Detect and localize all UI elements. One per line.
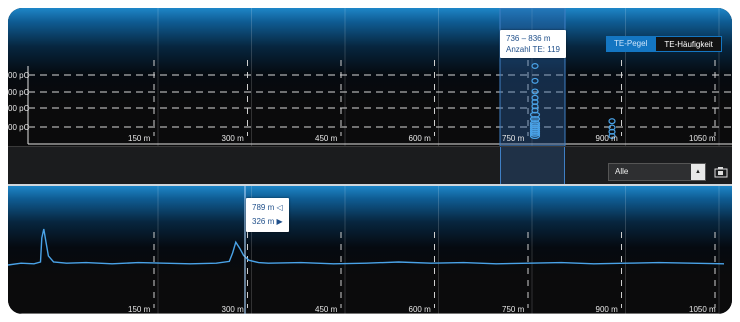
top-chart[interactable]: 150 m 300 m 450 m 600 m 750 m 900 m 1050 m 00 …	[8, 8, 732, 146]
filter-dropdown-value: Alle	[615, 167, 629, 176]
bottom-chart-panel[interactable]: 150 m 300 m 450 m 600 m 750 m 900 m 1050 m	[8, 186, 732, 314]
bottom-x-tick-label-1: 300 m	[222, 305, 245, 314]
scatter-point-2	[531, 88, 539, 95]
bottom-x-tick-label-4: 750 m	[502, 305, 525, 314]
selection-range-label: 736 – 836 m	[506, 34, 551, 43]
top-chart-panel[interactable]: 150 m 300 m 450 m 600 m 750 m 900 m 1050 m 00 …	[8, 8, 732, 146]
bottom-x-tick-label-3: 600 m	[409, 305, 432, 314]
top-x-tick-label-6: 1050 m	[689, 134, 716, 143]
cursor-position-b: 326 m ▶	[252, 217, 283, 226]
top-y-tick-label-2: 00 pC	[8, 104, 30, 113]
bottom-x-tick-label-2: 450 m	[315, 305, 338, 314]
selection-count-label: Anzahl TE: 119	[506, 45, 560, 54]
scatter-point-16	[608, 118, 616, 125]
window-frame: 150 m 300 m 450 m 600 m 750 m 900 m 1050 m 00 …	[8, 8, 732, 314]
dropdown-arrow-icon[interactable]: ▲	[691, 164, 705, 180]
scatter-cluster	[531, 116, 539, 136]
top-y-tick-label-0: 00 pC	[8, 71, 30, 80]
top-y-tick-label-1: 00 pC	[8, 88, 30, 97]
bottom-x-tick-label-5: 900 m	[596, 305, 619, 314]
top-x-tick-label-3: 600 m	[409, 134, 432, 143]
bottom-x-tick-label-6: 1050 m	[689, 305, 716, 314]
top-x-tick-label-1: 300 m	[222, 134, 245, 143]
te-frequency-toggle[interactable]: TE-Häufigkeit	[655, 36, 722, 52]
top-x-tick-label-2: 450 m	[315, 134, 338, 143]
top-x-tick-label-0: 150 m	[128, 134, 151, 143]
signal-line	[8, 228, 725, 266]
selection-band-extension	[500, 147, 565, 185]
top-y-tick-label-3: 00 pC	[8, 123, 30, 132]
selection-tooltip: 736 – 836 m Anzahl TE: 119	[500, 30, 566, 58]
top-x-tick-label-5: 900 m	[596, 134, 619, 143]
scatter-point-1	[531, 77, 539, 84]
te-level-toggle[interactable]: TE-Pegel	[606, 36, 656, 52]
view-toggle: TE-Pegel TE-Häufigkeit	[606, 36, 722, 52]
scatter-point-19	[608, 132, 616, 139]
filter-dropdown[interactable]: Alle ▲	[608, 163, 706, 181]
cursor-position-a: 789 m ◁	[252, 203, 283, 212]
panel-separator	[8, 184, 732, 186]
top-x-tick-label-4: 750 m	[502, 134, 525, 143]
scatter-point-0	[531, 62, 539, 69]
cursor-tooltip: 789 m ◁ 326 m ▶	[246, 198, 289, 232]
bottom-chart[interactable]: 150 m 300 m 450 m 600 m 750 m 900 m 1050 m	[8, 186, 732, 314]
bottom-x-tick-label-0: 150 m	[128, 305, 151, 314]
camera-icon[interactable]	[714, 166, 728, 178]
